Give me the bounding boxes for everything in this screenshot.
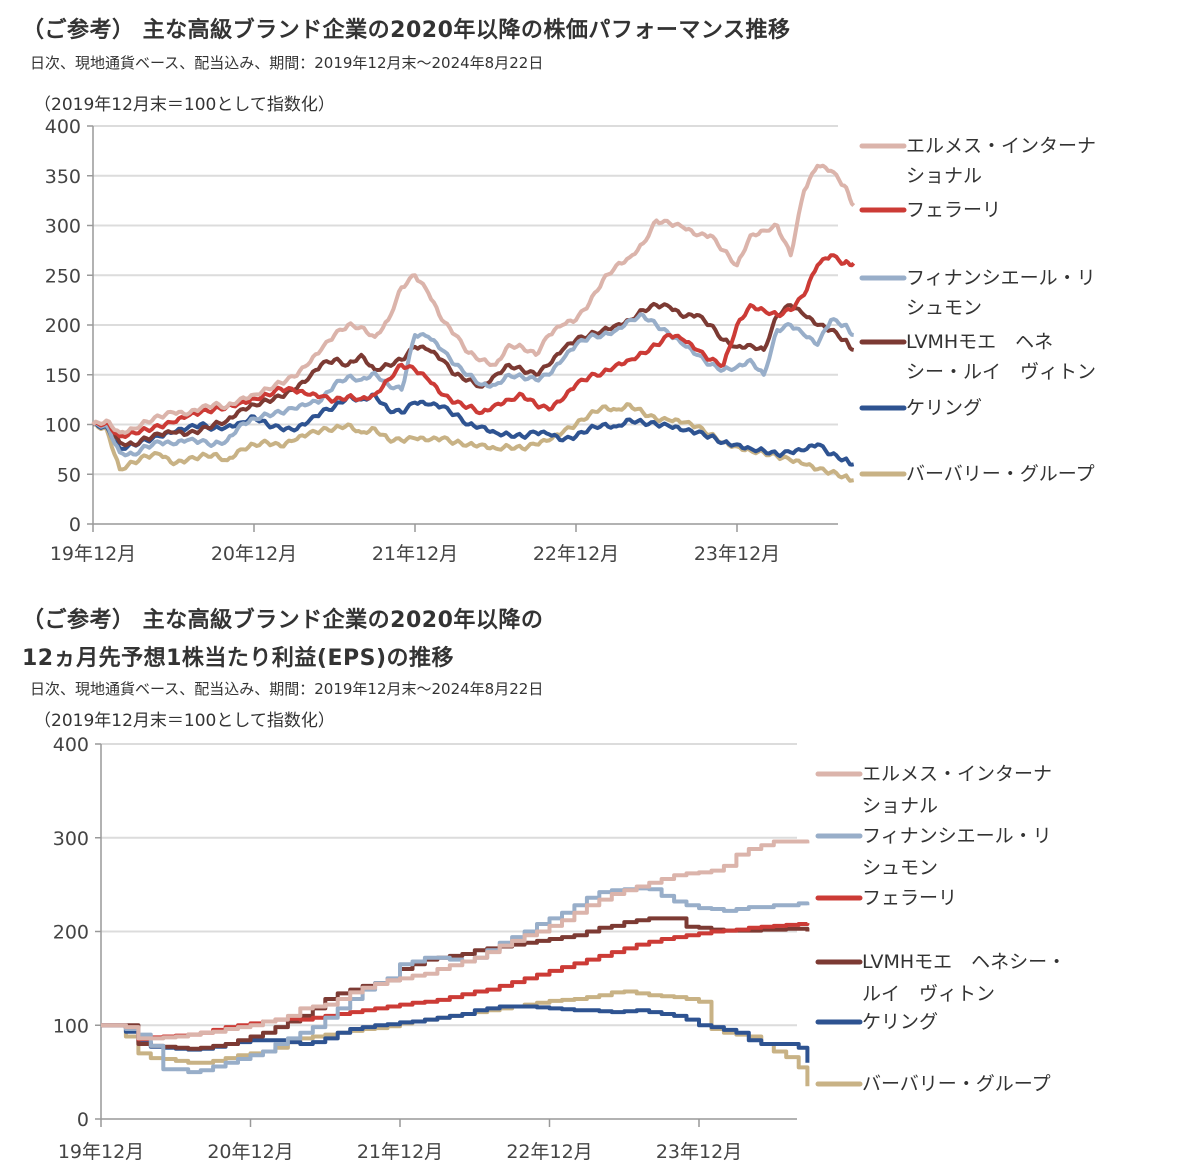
- series-line-1: [101, 839, 810, 1041]
- x-tick-label: 21年12月: [372, 543, 458, 565]
- x-tick-label: 20年12月: [207, 1141, 293, 1163]
- legend-label: ショナル: [862, 795, 938, 817]
- legend-label: ルイ ヴィトン: [862, 983, 995, 1005]
- x-tick-label: 19年12月: [58, 1141, 144, 1163]
- series-line-3: [91, 312, 854, 458]
- y-tick-label: 250: [45, 265, 81, 287]
- series-line-5: [92, 392, 855, 467]
- chart1-index-note: （2019年12月末＝100として指数化）: [34, 95, 335, 115]
- legend-label: シュモン: [906, 297, 982, 319]
- chart2-index-note: （2019年12月末＝100として指数化）: [34, 711, 335, 731]
- y-tick-label: 300: [45, 216, 81, 238]
- legend-label: フィナンシエール・リ: [862, 825, 1052, 847]
- series-line-4: [101, 916, 810, 1051]
- series-line-1: [91, 163, 856, 435]
- chart2-title-line1: （ご参考） 主な高級ブランド企業の2020年以降の: [22, 608, 544, 633]
- y-tick-label: 300: [53, 828, 89, 850]
- y-tick-label: 0: [77, 1109, 89, 1131]
- x-tick-label: 21年12月: [357, 1141, 443, 1163]
- legend-label: エルメス・インターナ: [906, 135, 1096, 157]
- x-tick-label: 23年12月: [694, 543, 780, 565]
- legend-label: バーバリー・グループ: [906, 463, 1095, 485]
- y-tick-label: 100: [45, 415, 81, 437]
- stock-performance-chart: 0 50 100 150 200 250 300 350 400 19年12月 20年12月 21年1…: [45, 116, 1096, 565]
- legend-label: LVMHモエ ヘネ: [906, 331, 1053, 353]
- legend-label: シュモン: [862, 857, 938, 879]
- legend-label: フェラーリ: [862, 887, 957, 909]
- y-tick-label: 50: [57, 464, 81, 486]
- legend-label: フェラーリ: [906, 199, 1001, 221]
- chart2-title-line2: 12ヵ月先予想1株当たり利益(EPS)の推移: [22, 646, 455, 671]
- x-tick-label: 22年12月: [506, 1141, 592, 1163]
- y-tick-label: 100: [53, 1015, 89, 1037]
- y-tick-label: 0: [69, 514, 81, 536]
- series-line-3: [101, 922, 810, 1042]
- chart2-subtitle: 日次、現地通貨ベース、配当込み、期間：2019年12月末～2024年8月22日: [30, 680, 544, 698]
- y-tick-label: 200: [53, 922, 89, 944]
- y-tick-label: 200: [45, 315, 81, 337]
- legend-label: バーバリー・グループ: [862, 1073, 1051, 1095]
- legend-label: エルメス・インターナ: [862, 763, 1052, 785]
- legend-label: フィナンシエール・リ: [906, 267, 1096, 289]
- legend-label: ケリング: [862, 1011, 938, 1033]
- y-tick-label: 400: [45, 116, 81, 138]
- x-tick-label: 19年12月: [50, 543, 136, 565]
- series-line-2: [101, 886, 810, 1075]
- x-tick-label: 22年12月: [533, 543, 619, 565]
- chart1-title: （ご参考） 主な高級ブランド企業の2020年以降の株価パフォーマンス推移: [22, 18, 791, 43]
- legend-label: ショナル: [906, 165, 982, 187]
- x-tick-label: 23年12月: [656, 1141, 742, 1163]
- y-tick-label: 150: [45, 365, 81, 387]
- y-tick-label: 400: [53, 734, 89, 756]
- chart1-subtitle: 日次、現地通貨ベース、配当込み、期間：2019年12月末～2024年8月22日: [30, 54, 544, 72]
- x-tick-label: 20年12月: [211, 543, 297, 565]
- legend-label: LVMHモエ ヘネシー・: [862, 951, 1066, 973]
- legend-label: シー・ルイ ヴィトン: [906, 361, 1096, 383]
- legend-label: ケリング: [906, 397, 982, 419]
- y-tick-label: 350: [45, 166, 81, 188]
